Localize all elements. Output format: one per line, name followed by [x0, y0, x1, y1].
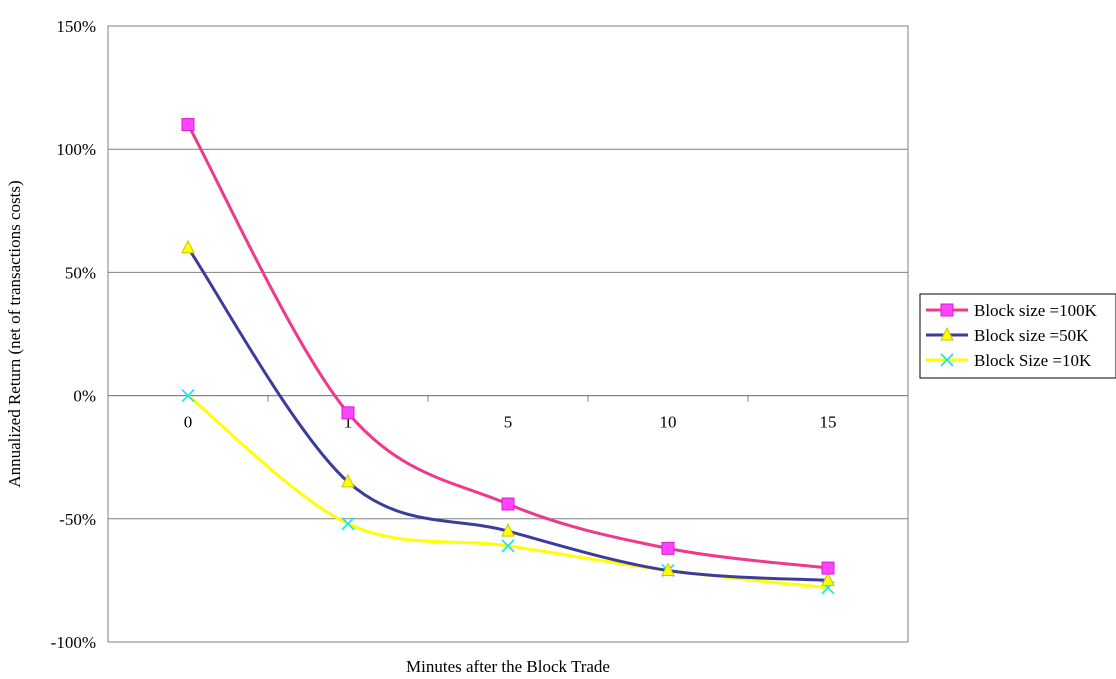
- data-point: [341, 473, 355, 488]
- data-point: [501, 539, 515, 553]
- y-tick-label: 50%: [65, 263, 96, 282]
- x-tick-labels: 0 1 5 10 15: [184, 413, 837, 432]
- data-point: [661, 541, 675, 555]
- x-tick-label: 0: [184, 413, 193, 432]
- y-tick-label: 100%: [56, 140, 96, 159]
- legend: Block size =100K Block size =50K Block Siz…: [919, 293, 1116, 379]
- y-tick-labels: 150% 100% 50% 0% -50% -100%: [51, 17, 96, 652]
- y-tick-label: -100%: [51, 633, 96, 652]
- x-axis: [107, 395, 909, 402]
- data-point: [821, 561, 835, 575]
- series-line: [186, 246, 829, 582]
- x-tick-label: 5: [504, 413, 513, 432]
- x-tick-label: 15: [820, 413, 837, 432]
- y-axis-title: Annualized Return (net of transactions c…: [5, 180, 24, 487]
- data-point: [341, 406, 355, 420]
- x-tick-label: 1: [344, 413, 353, 432]
- data-point: [821, 572, 835, 586]
- data-point: [181, 388, 195, 403]
- legend-marker: [940, 326, 954, 341]
- legend-label: Block size =100K: [974, 301, 1098, 320]
- series-line: [186, 123, 829, 570]
- y-tick-label: 150%: [56, 17, 96, 36]
- legend-label: Block Size =10K: [974, 351, 1092, 370]
- data-point: [501, 523, 515, 537]
- legend-marker: [940, 303, 954, 317]
- legend-marker: [940, 353, 954, 367]
- y-tick-label: -50%: [59, 510, 96, 529]
- data-point: [181, 239, 195, 254]
- data-point: [181, 118, 195, 132]
- legend-label: Block size =50K: [974, 326, 1089, 345]
- plot-area: [107, 25, 909, 643]
- data-point: [501, 497, 515, 511]
- data-point: [661, 562, 675, 577]
- x-axis-title: Minutes after the Block Trade: [406, 657, 610, 676]
- series-markers: [181, 118, 835, 595]
- data-point: [341, 517, 355, 531]
- x-tick-label: 10: [660, 413, 677, 432]
- y-tick-label: 0%: [73, 387, 96, 406]
